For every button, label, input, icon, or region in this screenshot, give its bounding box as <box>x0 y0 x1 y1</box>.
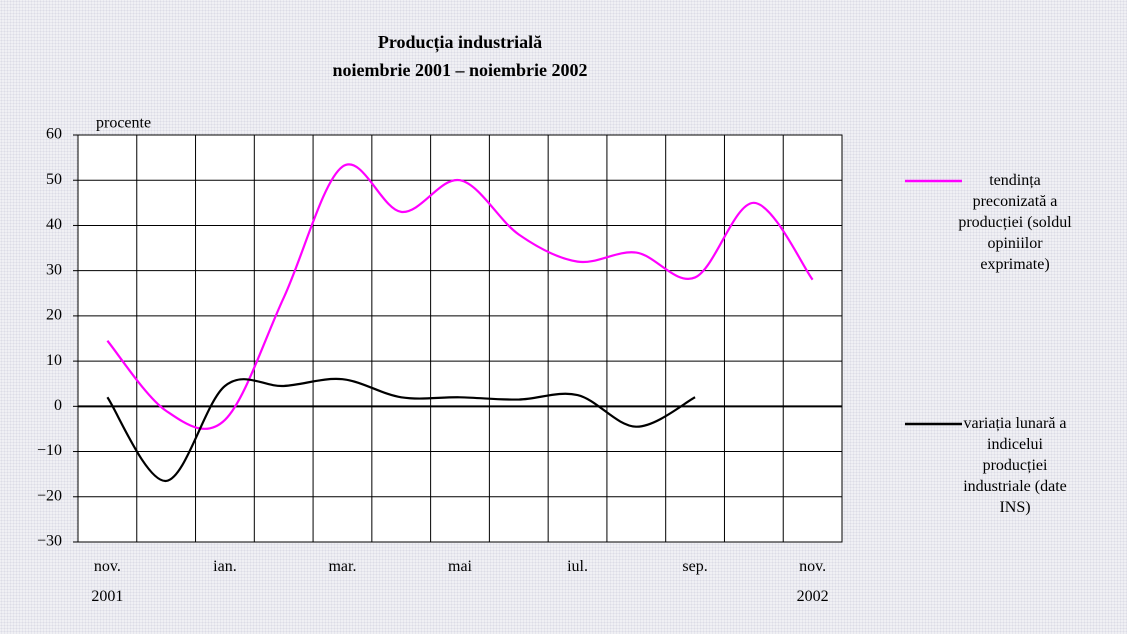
y-tick-label: −10 <box>37 442 62 459</box>
series-line <box>106 377 696 483</box>
y-tick-label: 40 <box>46 216 62 233</box>
plot-area <box>77 134 843 543</box>
x-tick-label: nov. 2001 <box>91 558 124 605</box>
series-line <box>106 163 814 430</box>
x-tick-label: mar. <box>328 558 357 575</box>
x-tick-label: iul. <box>567 558 588 575</box>
legend-label: variația lunară a indicelui producției i… <box>963 415 1067 516</box>
y-tick-label: 10 <box>46 352 62 369</box>
y-tick-label: 50 <box>46 171 62 188</box>
x-tick-label: nov. 2002 <box>796 558 829 605</box>
y-tick-label: 20 <box>46 307 62 324</box>
x-tick-label: mai <box>448 558 472 575</box>
chart-title: Producția industrială <box>378 32 542 53</box>
y-tick-label: 0 <box>54 397 62 414</box>
x-tick-label: ian. <box>213 558 237 575</box>
x-tick-label: sep. <box>682 558 708 575</box>
legend-label: tendința preconizată a producției (soldu… <box>958 172 1072 273</box>
y-tick-label: 60 <box>46 126 62 143</box>
y-tick-label: 30 <box>46 261 62 278</box>
y-tick-label: −20 <box>37 487 62 504</box>
chart-subtitle: noiembrie 2001 – noiembrie 2002 <box>333 60 588 80</box>
y-tick-label: −30 <box>37 533 62 550</box>
y-axis-label: procente <box>96 115 151 132</box>
